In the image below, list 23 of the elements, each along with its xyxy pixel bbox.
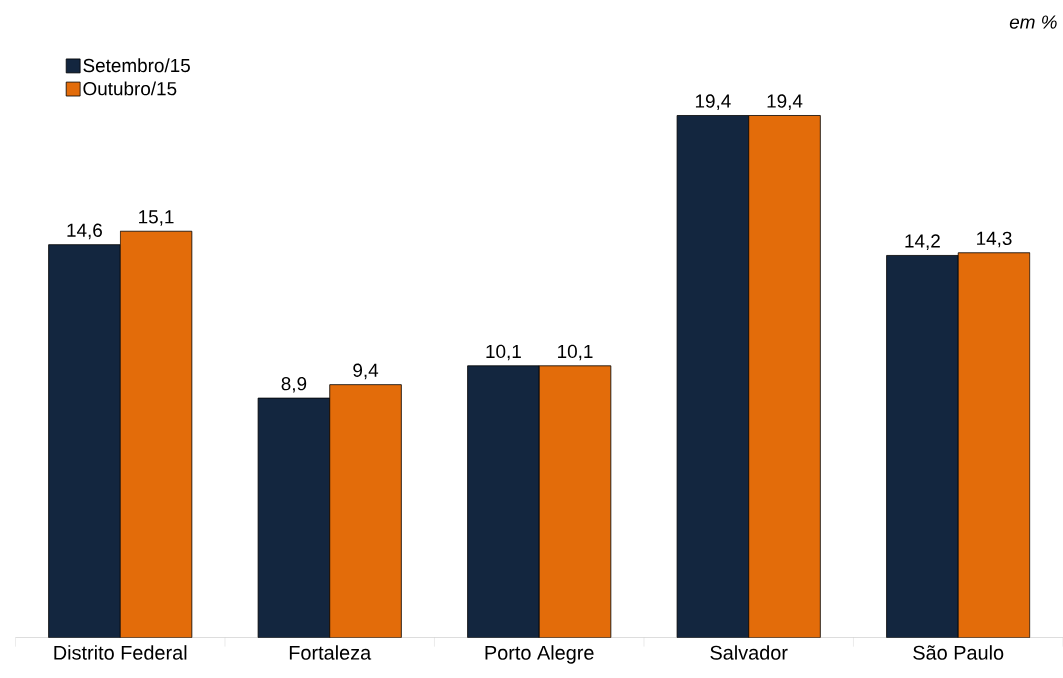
data-label: 14,2	[905, 234, 940, 250]
data-label: 9,4	[353, 363, 379, 379]
x-tick-label: Fortaleza	[289, 644, 372, 660]
bar	[257, 397, 331, 638]
bar	[676, 114, 750, 638]
data-label: 10,1	[486, 344, 521, 361]
x-tick-label: Distrito Federal	[54, 644, 187, 660]
bar	[48, 244, 121, 638]
x-tick-label: São Paulo	[913, 644, 1004, 660]
legend-label: Setembro/15	[83, 58, 190, 72]
legend-label: Outubro/15	[83, 81, 177, 96]
data-label: 10,1	[558, 344, 593, 361]
text: em %	[1009, 15, 1057, 29]
data-label: 19,4	[767, 94, 803, 110]
bar	[467, 365, 540, 638]
data-label: 19,4	[695, 94, 731, 110]
data-label: 15,1	[139, 210, 174, 226]
data-label: 8,9	[281, 376, 307, 393]
x-tick-label: Salvador	[710, 644, 788, 660]
data-label: 14,3	[977, 231, 1012, 248]
x-tick-label: Porto Alegre	[485, 644, 594, 664]
data-label: 14,6	[67, 223, 102, 239]
bar	[886, 254, 959, 638]
